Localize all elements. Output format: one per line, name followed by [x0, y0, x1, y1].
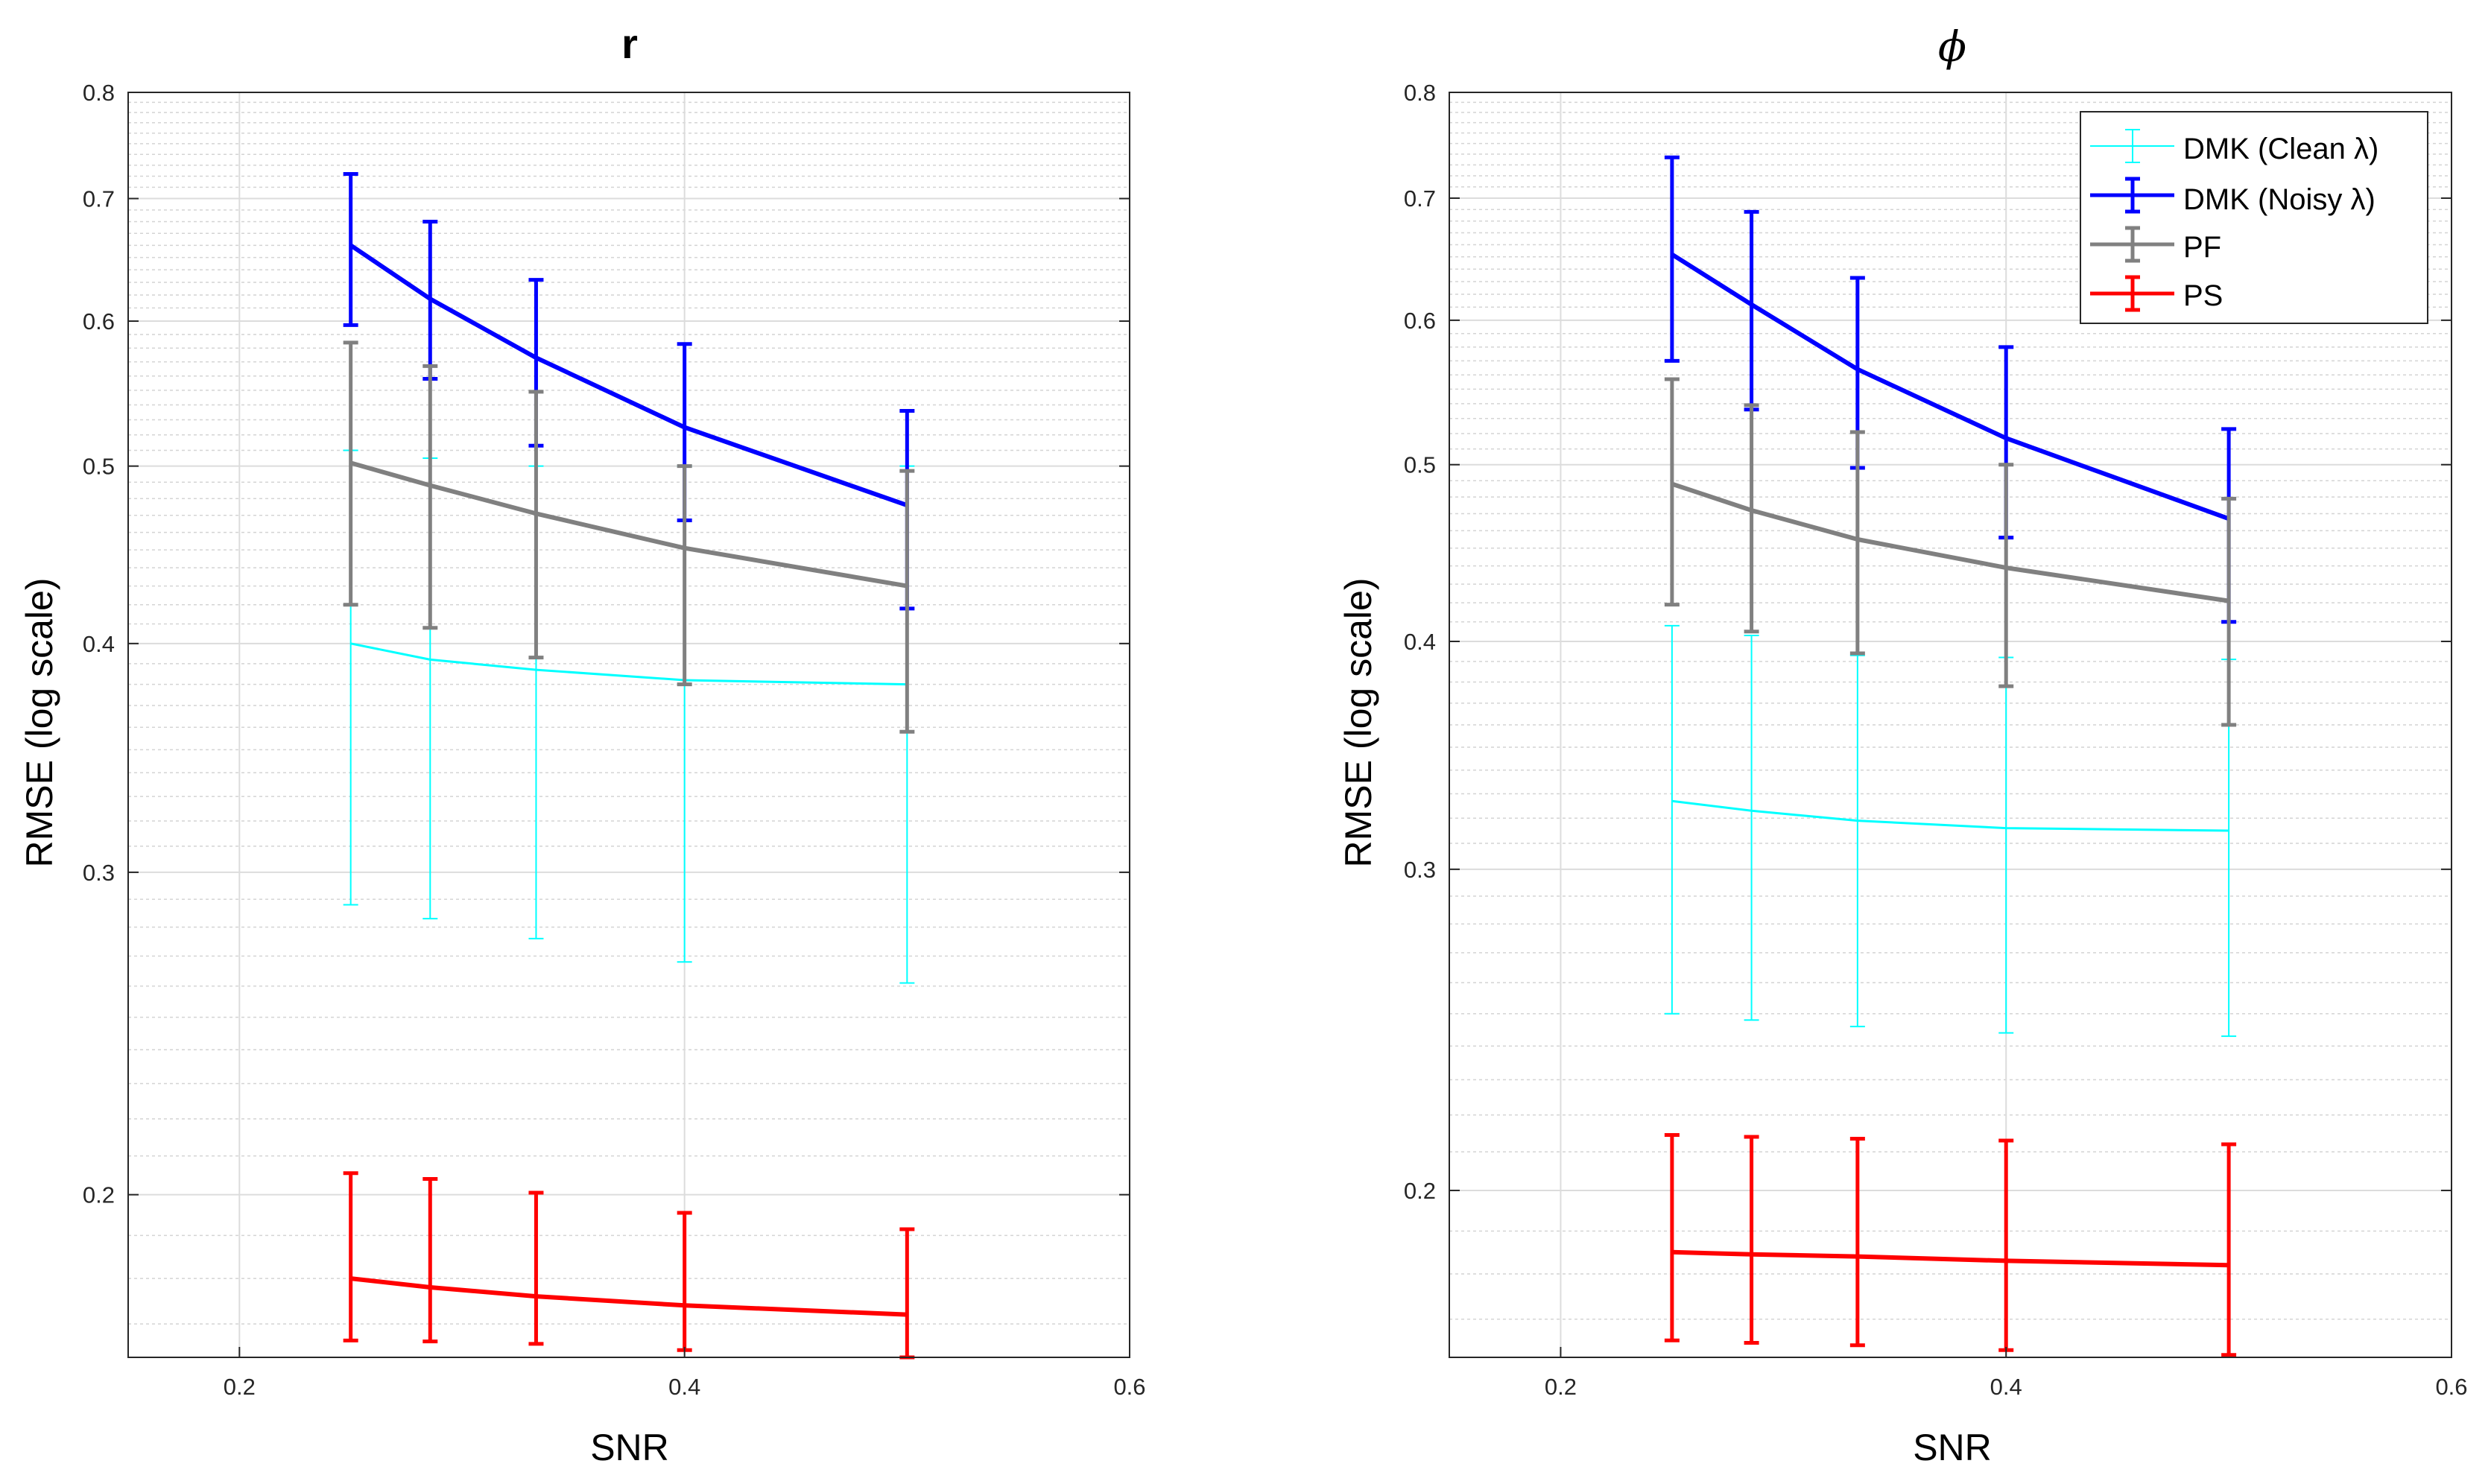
y-tick-label: 0.8	[83, 80, 115, 106]
series-line-pf	[1671, 481, 2229, 603]
legend-entry-pf: PF	[2090, 226, 2221, 264]
y-tick-label: 0.6	[83, 308, 115, 334]
legend-glyph-pf	[2090, 226, 2174, 263]
x-tick-label: 0.4	[1990, 1374, 2022, 1400]
plot-title-phi: ϕ	[1938, 23, 1966, 72]
grid-r	[128, 92, 1130, 1357]
legend-label-ps: PS	[2183, 279, 2223, 312]
y-tick-label: 0.5	[83, 454, 115, 480]
y-tick-label: 0.6	[1404, 308, 1436, 334]
series-r	[343, 171, 915, 1360]
x-axis-label-r: SNR	[590, 1427, 669, 1468]
y-axis-label-r: RMSE (log scale)	[19, 578, 60, 868]
series-line-dmk-noisy	[1671, 252, 2230, 521]
legend-entry-dmk-clean: DMK (Clean λ)	[2090, 129, 2378, 165]
y-tick-label: 0.2	[1404, 1178, 1436, 1204]
legend-glyph-dmk-noisy	[2090, 177, 2174, 214]
ticks-phi: 0.2 0.3 0.4 0.5 0.6 0.7 0.8 0.2 0.4 0.6	[1404, 80, 2468, 1400]
legend: DMK (Clean λ) DMK (Noisy λ) PF PS	[2080, 111, 2428, 324]
x-axis-label-phi: SNR	[1913, 1427, 1992, 1468]
y-tick-label: 0.4	[83, 631, 115, 657]
plot-panel-r: 0.2 0.3 0.4 0.5 0.6 0.7 0.8 0.2 0.4 0.6 r SNR RMS…	[19, 20, 1146, 1468]
axes-box-phi	[1449, 92, 2452, 1358]
plot-panel-phi: 0.2 0.3 0.4 0.5 0.6 0.7 0.8 0.2 0.4 0.6 ϕ SNR RMS…	[1338, 23, 2468, 1468]
legend-label-dmk-clean: DMK (Clean λ)	[2183, 133, 2378, 165]
series-line-ps	[1671, 1249, 2229, 1268]
y-tick-label: 0.3	[1404, 857, 1436, 883]
legend-entry-ps: PS	[2090, 275, 2223, 312]
legend-box	[2080, 111, 2428, 324]
y-tick-label: 0.7	[1404, 186, 1436, 212]
series-line-dmk-clean	[350, 642, 908, 686]
legend-label-pf: PF	[2183, 231, 2221, 264]
legend-glyph-dmk-clean	[2090, 129, 2174, 163]
x-tick-label: 0.6	[1113, 1374, 1145, 1400]
y-tick-label: 0.4	[1404, 629, 1436, 655]
series-line-pf	[349, 460, 908, 589]
series-line-ps	[350, 1276, 908, 1317]
series-phi	[1664, 155, 2237, 1357]
x-tick-label: 0.6	[2435, 1374, 2467, 1400]
y-tick-label: 0.3	[83, 860, 115, 886]
ticks-r: 0.2 0.3 0.4 0.5 0.6 0.7 0.8 0.2 0.4 0.6	[83, 80, 1146, 1400]
x-tick-label: 0.4	[668, 1374, 700, 1400]
y-tick-label: 0.5	[1404, 452, 1436, 478]
legend-label-dmk-noisy: DMK (Noisy λ)	[2183, 183, 2376, 216]
legend-glyph-ps	[2090, 275, 2174, 312]
legend-entry-dmk-noisy: DMK (Noisy λ)	[2090, 177, 2376, 216]
x-tick-label: 0.2	[1545, 1374, 1577, 1400]
x-tick-label: 0.2	[224, 1374, 256, 1400]
series-line-dmk-noisy	[349, 243, 908, 508]
plot-title-r: r	[621, 20, 638, 67]
y-tick-label: 0.2	[83, 1182, 115, 1208]
series-line-dmk-clean	[1671, 799, 2229, 832]
y-tick-label: 0.8	[1404, 80, 1436, 106]
axes-box-r	[127, 92, 1130, 1358]
y-tick-label: 0.7	[83, 186, 115, 212]
y-axis-label-phi: RMSE (log scale)	[1338, 578, 1379, 868]
